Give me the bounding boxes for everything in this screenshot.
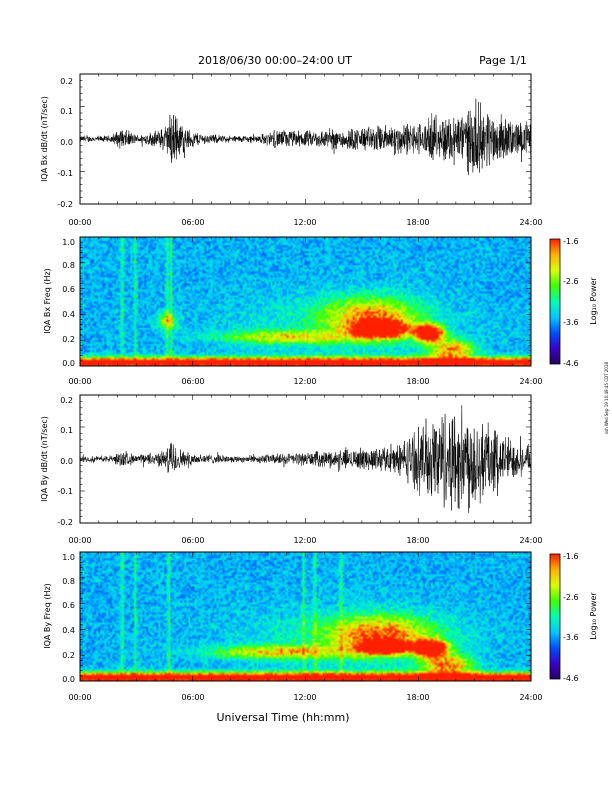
by-waveform-frame: [79, 394, 532, 524]
y-tick-label: 0.2: [62, 651, 75, 660]
bx-spectrogram-panel: 1.0 0.8 0.6 0.4 0.2 0.0 00:00 06:00 12:0…: [43, 236, 598, 386]
y-tick-label: 0.6: [62, 601, 75, 610]
bx-spectrogram-x-tick-labels: 00:00 06:00 12:00 18:00 24:00: [68, 377, 542, 386]
y-tick-label: 0.2: [62, 335, 75, 344]
x-tick-label: 00:00: [68, 377, 91, 386]
y-tick-label: -0.1: [57, 487, 73, 496]
x-tick-label: 00:00: [68, 218, 91, 227]
bx-waveform-y-tick-labels: 0.2 0.1 0.0 -0.1 -0.2: [57, 77, 73, 209]
colorbar-tick-label: -1.6: [563, 237, 579, 246]
y-tick-label: 0.0: [62, 359, 75, 368]
x-tick-label: 06:00: [181, 693, 204, 702]
page-title: 2018/06/30 00:00–24:00 UT: [198, 54, 352, 67]
x-tick-label: 12:00: [293, 377, 316, 386]
colorbar-tick-label: -1.6: [563, 552, 579, 561]
x-tick-label: 12:00: [293, 536, 316, 545]
by-waveform-y-tick-labels: 0.2 0.1 0.0 -0.1 -0.2: [57, 396, 73, 527]
y-tick-label: 0.8: [62, 261, 75, 270]
x-tick-label: 06:00: [181, 377, 204, 386]
bx-spectrogram-frame: [79, 236, 532, 367]
by-spectrogram-image: [80, 552, 531, 681]
x-tick-label: 18:00: [406, 693, 429, 702]
y-tick-label: -0.2: [57, 518, 73, 527]
bx-spectrogram-y-axis-label: IQA Bx Freq (Hz): [43, 268, 52, 334]
y-tick-label: 0.1: [60, 107, 73, 116]
x-tick-label: 06:00: [181, 536, 204, 545]
y-tick-label: 0.2: [60, 77, 73, 86]
by-spectrogram-frame: [79, 551, 532, 682]
by-spectrogram-panel: 1.0 0.8 0.6 0.4 0.2 0.0 00:00 06:00 12:0…: [43, 551, 598, 702]
bx-waveform-trace: [79, 98, 532, 176]
colorbar-tick-label: -2.6: [563, 593, 579, 602]
page-number: Page 1/1: [479, 54, 527, 67]
by-colorbar-label: Log₁₀ Power: [589, 592, 598, 640]
bx-waveform-y-axis-label: IQA Bx dB/dt (nT/sec): [40, 96, 49, 182]
x-tick-label: 24:00: [519, 536, 542, 545]
y-tick-label: -0.2: [57, 200, 73, 209]
colorbar-tick-label: -3.6: [563, 318, 579, 327]
y-tick-label: 0.0: [60, 138, 73, 147]
x-tick-label: 24:00: [519, 377, 542, 386]
bx-colorbar-label: Log₁₀ Power: [589, 277, 598, 325]
y-tick-label: 0.2: [60, 396, 73, 405]
x-tick-label: 18:00: [406, 218, 429, 227]
bx-waveform-x-tick-labels: 00:00 06:00 12:00 18:00 24:00: [68, 218, 542, 227]
x-tick-label: 24:00: [519, 693, 542, 702]
y-tick-label: 0.0: [62, 675, 75, 684]
by-waveform-x-tick-labels: 00:00 06:00 12:00 18:00 24:00: [68, 536, 542, 545]
by-spectrogram-y-tick-labels: 1.0 0.8 0.6 0.4 0.2 0.0: [62, 553, 75, 684]
by-waveform-panel: 0.2 0.1 0.0 -0.1 -0.2 00:00 06:00 12:00 …: [40, 394, 543, 545]
bx-waveform-frame: [79, 73, 532, 205]
x-axis-title: Universal Time (hh:mm): [217, 711, 350, 724]
by-colorbar-tick-labels: -1.6 -2.6 -3.6 -4.6: [563, 552, 579, 683]
y-tick-label: 1.0: [62, 553, 75, 562]
by-spectrogram-x-tick-labels: 00:00 06:00 12:00 18:00 24:00: [68, 693, 542, 702]
y-tick-label: 0.8: [62, 577, 75, 586]
x-tick-label: 12:00: [293, 693, 316, 702]
colorbar-tick-label: -3.6: [563, 633, 579, 642]
by-waveform-y-axis-label: IQA By dB/dt (nT/sec): [40, 416, 49, 502]
y-tick-label: 0.1: [60, 426, 73, 435]
x-tick-label: 24:00: [519, 218, 542, 227]
colorbar-tick-label: -2.6: [563, 277, 579, 286]
by-spectrogram-y-axis-label: IQA By Freq (Hz): [43, 583, 52, 649]
bx-colorbar: [549, 238, 561, 365]
bx-colorbar-tick-labels: -1.6 -2.6 -3.6 -4.6: [563, 237, 579, 368]
side-stamp: ssh Wed Sep 19 10:49:45 CDT 2018: [604, 361, 609, 434]
x-tick-label: 00:00: [68, 536, 91, 545]
x-tick-label: 18:00: [406, 536, 429, 545]
x-tick-label: 06:00: [181, 218, 204, 227]
colorbar-tick-label: -4.6: [563, 359, 579, 368]
y-tick-label: 1.0: [62, 238, 75, 247]
bx-spectrogram-image: [80, 237, 531, 366]
y-tick-label: 0.4: [62, 310, 75, 319]
bx-spectrogram-y-tick-labels: 1.0 0.8 0.6 0.4 0.2 0.0: [62, 238, 75, 368]
y-tick-label: 0.4: [62, 626, 75, 635]
x-tick-label: 18:00: [406, 377, 429, 386]
colorbar-tick-label: -4.6: [563, 674, 579, 683]
by-waveform-trace: [79, 405, 532, 513]
y-tick-label: 0.0: [60, 457, 73, 466]
x-tick-label: 12:00: [293, 218, 316, 227]
by-colorbar: [549, 553, 561, 680]
x-tick-label: 00:00: [68, 693, 91, 702]
y-tick-label: -0.1: [57, 169, 73, 178]
y-tick-label: 0.6: [62, 285, 75, 294]
bx-waveform-panel: 0.2 0.1 0.0 -0.1 -0.2 00:00 06:00 12:00 …: [40, 73, 543, 227]
